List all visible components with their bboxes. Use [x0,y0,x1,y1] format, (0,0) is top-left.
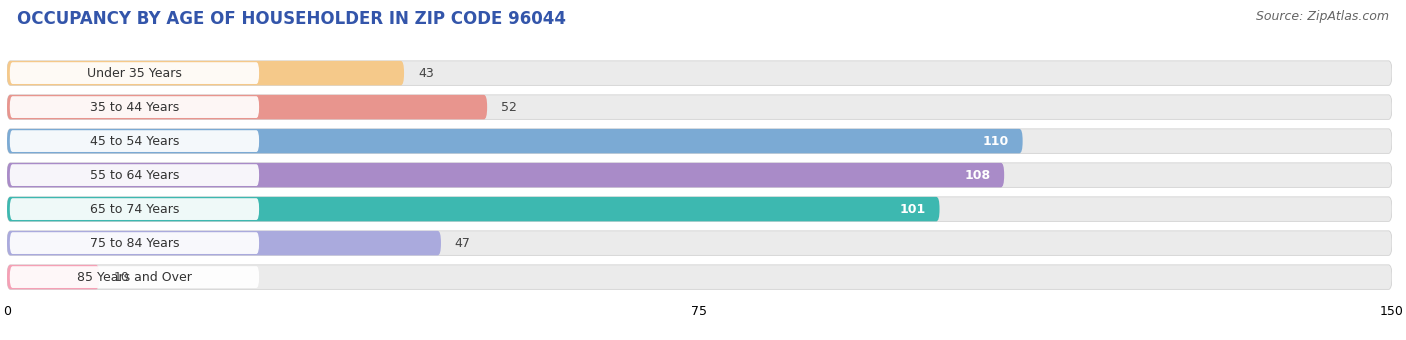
Text: 101: 101 [900,203,925,216]
FancyBboxPatch shape [10,266,259,288]
FancyBboxPatch shape [7,95,486,119]
FancyBboxPatch shape [10,130,259,152]
FancyBboxPatch shape [7,129,1392,153]
Text: 85 Years and Over: 85 Years and Over [77,271,191,284]
FancyBboxPatch shape [10,96,259,118]
Text: 47: 47 [454,237,471,250]
FancyBboxPatch shape [7,163,1392,187]
FancyBboxPatch shape [7,95,1392,119]
Text: 110: 110 [983,135,1008,148]
FancyBboxPatch shape [10,232,259,254]
Text: Under 35 Years: Under 35 Years [87,67,181,80]
FancyBboxPatch shape [7,265,100,289]
Text: Source: ZipAtlas.com: Source: ZipAtlas.com [1256,10,1389,23]
FancyBboxPatch shape [7,163,1004,187]
FancyBboxPatch shape [7,61,1392,85]
FancyBboxPatch shape [7,231,441,255]
Text: 35 to 44 Years: 35 to 44 Years [90,101,179,114]
Text: 52: 52 [501,101,517,114]
Text: 55 to 64 Years: 55 to 64 Years [90,169,179,182]
FancyBboxPatch shape [7,265,1392,289]
FancyBboxPatch shape [7,197,939,221]
FancyBboxPatch shape [10,62,259,84]
FancyBboxPatch shape [10,198,259,220]
Text: OCCUPANCY BY AGE OF HOUSEHOLDER IN ZIP CODE 96044: OCCUPANCY BY AGE OF HOUSEHOLDER IN ZIP C… [17,10,565,28]
FancyBboxPatch shape [10,164,259,186]
FancyBboxPatch shape [7,231,1392,255]
FancyBboxPatch shape [7,129,1022,153]
Text: 45 to 54 Years: 45 to 54 Years [90,135,179,148]
Text: 75 to 84 Years: 75 to 84 Years [90,237,179,250]
Text: 65 to 74 Years: 65 to 74 Years [90,203,179,216]
FancyBboxPatch shape [7,197,1392,221]
Text: 43: 43 [418,67,433,80]
Text: 10: 10 [114,271,129,284]
Text: 108: 108 [965,169,990,182]
FancyBboxPatch shape [7,61,404,85]
